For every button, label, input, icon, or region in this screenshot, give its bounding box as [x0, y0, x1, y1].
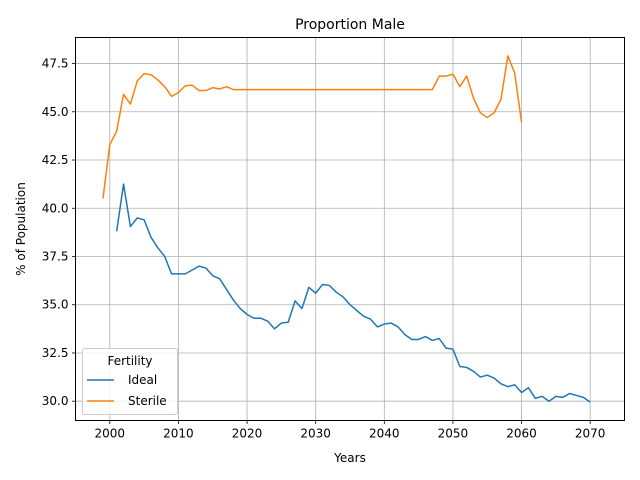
grid-lines — [75, 37, 625, 421]
series-line-sterile — [102, 55, 523, 199]
y-axis-label: % of Population — [14, 182, 28, 276]
y-tick-label: 47.5 — [42, 57, 69, 71]
y-tick-label: 35.0 — [42, 298, 69, 312]
y-tick-label: 40.0 — [42, 201, 69, 215]
legend-box — [82, 348, 178, 415]
x-tick-label: 2010 — [163, 427, 194, 441]
legend-label-sterile: Sterile — [128, 394, 167, 408]
x-tick-label: 2030 — [300, 427, 331, 441]
x-tick-label: 2050 — [438, 427, 469, 441]
plot-lines — [102, 55, 591, 403]
x-tick-label: 2040 — [369, 427, 400, 441]
y-axis-ticks: 30.0 32.5 35.0 37.5 40.0 42.5 45.0 47.5 — [42, 57, 76, 408]
chart-title: Proportion Male — [295, 17, 405, 33]
y-tick-label: 30.0 — [42, 394, 69, 408]
y-tick-label: 37.5 — [42, 249, 69, 263]
x-axis-ticks: 2000 2010 2020 2030 2040 2050 2060 2070 — [95, 420, 606, 441]
y-tick-label: 45.0 — [42, 105, 69, 119]
y-tick-label: 42.5 — [42, 153, 69, 167]
series-line-ideal — [115, 183, 591, 403]
y-tick-label: 32.5 — [42, 346, 69, 360]
plot-frame — [75, 37, 625, 421]
x-tick-label: 2020 — [232, 427, 263, 441]
legend-title: Fertility — [107, 354, 152, 368]
legend-label-ideal: Ideal — [128, 373, 157, 387]
x-tick-label: 2000 — [95, 427, 126, 441]
x-tick-label: 2070 — [575, 427, 606, 441]
x-axis-label: Years — [333, 451, 366, 465]
x-tick-label: 2060 — [506, 427, 537, 441]
legend: Fertility Ideal Sterile — [82, 348, 178, 415]
